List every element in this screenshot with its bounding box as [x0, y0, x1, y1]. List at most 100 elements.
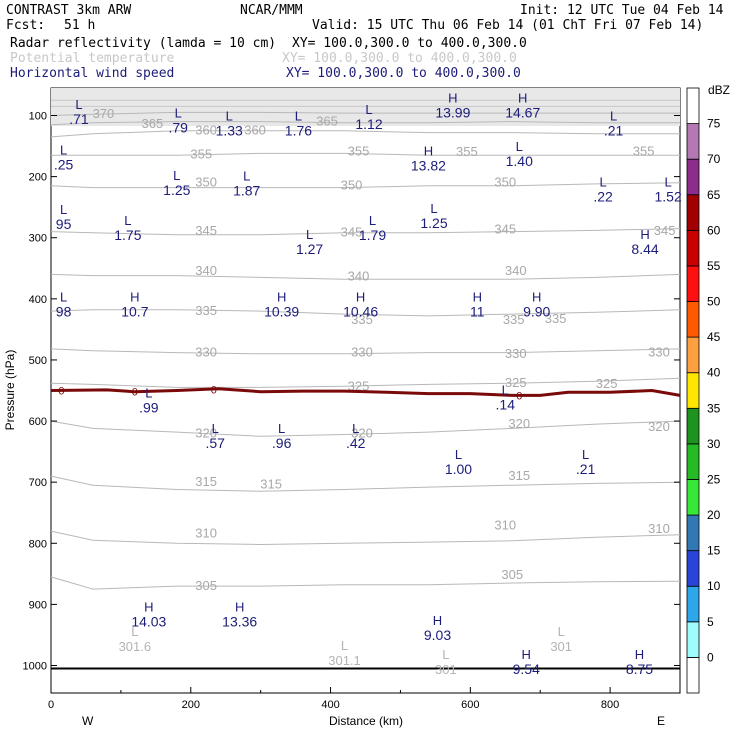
- wind-extremum-value: 1.12: [355, 116, 382, 132]
- theta-low-value: 301.6: [119, 639, 152, 654]
- field3-label: Horizontal wind speed: [10, 66, 174, 81]
- colorbar-level-label: 65: [707, 188, 721, 202]
- wind-extremum-marker: L: [365, 102, 372, 117]
- wind-extremum-marker: L: [369, 213, 376, 228]
- field2-label: Potential temperature: [10, 51, 175, 66]
- zero-contour-label: 0: [58, 386, 64, 398]
- y-tick-label: 700: [29, 477, 47, 489]
- theta-label: 340: [348, 269, 370, 284]
- theta-isoline-305: [50, 576, 681, 590]
- colorbar-segment: [686, 585, 700, 623]
- colorbar-segment: [686, 301, 700, 338]
- theta-label: 315: [260, 476, 282, 491]
- theta-low-value: 301: [435, 662, 457, 677]
- colorbar-level-label: 50: [707, 295, 721, 309]
- theta-label: 340: [505, 263, 527, 278]
- theta-label: 370: [93, 106, 115, 121]
- colorbar-segment: [686, 194, 700, 231]
- wind-extremum-marker: H: [356, 290, 365, 305]
- theta-labels: 370 365 360 360 365 355 355 355 355 350 350 350 345 3…: [93, 106, 676, 593]
- wind-extremum-value: .99: [139, 400, 159, 416]
- wind-extremum-marker: L: [60, 290, 67, 305]
- wind-extremum-value: 1.27: [296, 241, 323, 257]
- wind-extremum-marker: L: [665, 175, 672, 190]
- zero-dbz-contour: 0 0 0 0: [50, 384, 681, 402]
- wind-extremum-marker: L: [295, 109, 302, 124]
- colorbar-segment: [686, 443, 700, 480]
- theta-isoline-340: [50, 273, 681, 280]
- colorbar-segment: [686, 372, 700, 409]
- theta-isoline-335: [50, 309, 681, 317]
- theta-isoline-360: [50, 130, 680, 138]
- theta-label: 355: [190, 146, 212, 161]
- theta-label: 320: [351, 426, 373, 441]
- zero-contour-line: [50, 387, 681, 397]
- y-tick-label: 500: [29, 355, 47, 367]
- colorbar-segment: [686, 514, 700, 552]
- wind-extremum-value: 10.7: [121, 304, 148, 320]
- colorbar-segment: [686, 87, 700, 124]
- wind-extremum-marker: H: [522, 647, 531, 662]
- colorbar-segment: [686, 265, 700, 302]
- theta-label: 335: [503, 312, 525, 327]
- theta-isoline-365: [50, 121, 680, 126]
- theta-label: 315: [195, 474, 217, 489]
- wind-extremum-marker: L: [455, 447, 462, 462]
- wind-extremum-value: .71: [69, 111, 89, 127]
- wind-extremum-value: 10.46: [343, 304, 378, 320]
- wind-extremum-marker: L: [278, 421, 285, 436]
- colorbar-level-label: 0: [707, 650, 714, 664]
- colorbar-level-label: 75: [707, 117, 721, 131]
- x-tick-label: 0: [48, 699, 54, 711]
- theta-isoline-370: [50, 111, 680, 116]
- wind-extremum-value: 8.75: [626, 661, 653, 677]
- wind-extremum-value: 98: [56, 304, 72, 320]
- theta-label: 345: [494, 222, 516, 237]
- wind-extremum-marker: L: [610, 109, 617, 124]
- wind-extremum-value: 1.79: [359, 227, 386, 243]
- wind-extremum-marker: L: [145, 386, 152, 401]
- theta-label: 305: [501, 567, 523, 582]
- theta-low-value: 301.1: [328, 653, 361, 668]
- wind-extremum-marker: H: [277, 290, 286, 305]
- wind-extremum-value: .22: [593, 189, 613, 205]
- wind-extremum-marker: L: [600, 175, 607, 190]
- wind-extremum-marker: H: [235, 599, 244, 614]
- wind-extremum-marker: H: [640, 227, 649, 242]
- colorbar-segment: [686, 158, 700, 196]
- wind-extremum-value: .42: [346, 435, 366, 451]
- wind-extremum-marker: L: [75, 97, 82, 112]
- theta-label: 340: [195, 263, 217, 278]
- theta-label: 355: [348, 143, 370, 158]
- colorbar-level-label: 5: [707, 615, 714, 629]
- colorbar-level-label: 20: [707, 508, 721, 522]
- wind-extremum-marker: H: [144, 599, 153, 614]
- y-axis-label: Pressure (hPa): [3, 350, 17, 431]
- wind-extremum-value: 95: [56, 216, 72, 232]
- wind-extremum-value: 13.82: [411, 158, 446, 174]
- wind-extremum-marker: H: [433, 613, 442, 628]
- theta-label: 320: [648, 419, 670, 434]
- wind-extremum-value: .25: [54, 156, 74, 172]
- theta-label: 365: [316, 113, 338, 128]
- theta-label: 345: [654, 223, 676, 238]
- theta-isoline-355: [51, 152, 680, 156]
- theta-low-marker: L: [341, 638, 348, 653]
- theta-isoline-325: [50, 377, 681, 388]
- wind-extremum-marker: L: [502, 382, 509, 397]
- theta-label: 320: [508, 416, 530, 431]
- colorbar-level-label: 35: [707, 401, 721, 415]
- y-tick-label: 900: [29, 599, 47, 611]
- y-tick-label: 100: [29, 111, 47, 123]
- colorbar-segment: [686, 657, 700, 694]
- wind-extremum-value: 1.87: [233, 183, 260, 199]
- wind-extremum-value: .14: [496, 396, 516, 412]
- wind-extremum-value: 9.03: [424, 627, 451, 643]
- wind-extremum-value: 11: [470, 304, 485, 320]
- wind-extremum-marker: L: [430, 201, 437, 216]
- colorbar-segment: [686, 479, 700, 516]
- y-axis-ticks: 100 200 300 400 500 600 700 800 900 1000: [23, 111, 680, 673]
- theta-label: 305: [195, 578, 217, 593]
- theta-isoline-320: [50, 420, 681, 437]
- theta-low-value: 301: [550, 639, 572, 654]
